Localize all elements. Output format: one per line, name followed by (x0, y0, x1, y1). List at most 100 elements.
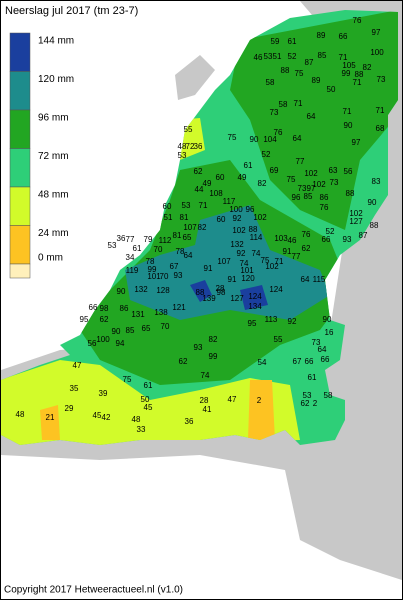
station-value: 119 (126, 266, 139, 275)
neighbour-land (175, 55, 215, 100)
station-value: 77 (296, 157, 305, 166)
station-value: 107 (217, 257, 231, 266)
station-value: 69 (270, 166, 279, 175)
station-value: 21 (46, 413, 55, 422)
station-value: 72 (186, 142, 195, 151)
zone-24 (248, 380, 275, 440)
station-value: 90 (112, 327, 121, 336)
station-value: 98 (217, 288, 226, 297)
station-value: 50 (327, 85, 336, 94)
station-value: 66 (322, 235, 331, 244)
station-value: 85 (126, 326, 135, 335)
station-value: 99 (148, 265, 157, 274)
station-value: 58 (324, 391, 333, 400)
station-value: 52 (288, 52, 297, 61)
station-value: 28 (216, 284, 225, 293)
station-value: 54 (258, 358, 267, 367)
station-value: 73 (377, 75, 386, 84)
legend-swatch (9, 71, 31, 111)
copyright: Copyright 2017 Hetweeractueel.nl (v1.0) (4, 585, 183, 596)
station-value: 53 (264, 52, 273, 61)
station-value: 88 (281, 66, 290, 75)
station-value: 77 (292, 252, 301, 261)
station-value: 88 (370, 221, 379, 230)
station-value: 66 (339, 32, 348, 41)
station-value: 131 (131, 310, 145, 319)
station-value: 50 (141, 395, 150, 404)
station-value: 76 (302, 230, 311, 239)
station-value: 102 (253, 213, 267, 222)
station-value: 33 (137, 425, 146, 434)
station-value: 100 (370, 48, 384, 57)
legend-label: 120 mm (38, 74, 74, 85)
station-value: 66 (305, 357, 314, 366)
station-value: 75 (295, 69, 304, 78)
station-value: 76 (274, 128, 283, 137)
station-value: 68 (376, 124, 385, 133)
zone-24 (40, 405, 60, 440)
station-value: 28 (200, 396, 209, 405)
station-value: 75 (287, 175, 296, 184)
station-value: 78 (176, 247, 185, 256)
station-value: 83 (372, 177, 381, 186)
station-value: 67 (293, 357, 302, 366)
legend-swatch (9, 32, 31, 72)
station-value: 102 (312, 180, 326, 189)
station-value: 58 (279, 100, 288, 109)
station-value: 93 (174, 271, 183, 280)
station-value: 117 (223, 197, 236, 206)
station-value: 56 (344, 167, 353, 176)
station-value: 95 (248, 319, 257, 328)
station-value: 132 (230, 240, 244, 249)
station-value: 52 (262, 150, 271, 159)
station-value: 100 (96, 335, 110, 344)
station-value: 96 (292, 193, 301, 202)
station-value: 93 (194, 343, 203, 352)
station-value: 71 (275, 257, 284, 266)
station-value: 76 (320, 203, 329, 212)
station-value: 47 (73, 361, 82, 370)
station-value: 88 (355, 70, 364, 79)
station-value: 74 (252, 249, 261, 258)
legend-swatch (9, 186, 31, 226)
station-value: 107 (183, 223, 197, 232)
station-value: 16 (325, 328, 334, 337)
station-value: 70 (160, 272, 169, 281)
station-value: 46 (254, 53, 263, 62)
station-value: 76 (353, 16, 362, 25)
station-value: 85 (318, 51, 327, 60)
station-value: 128 (156, 286, 170, 295)
station-value: 49 (203, 179, 212, 188)
station-value: 98 (100, 304, 109, 313)
station-value: 64 (184, 251, 193, 260)
station-value: 90 (344, 121, 353, 130)
station-value: 97 (372, 28, 381, 37)
station-value: 45 (93, 411, 102, 420)
station-value: 70 (154, 245, 163, 254)
station-value: 105 (342, 61, 356, 70)
station-value: 61 (288, 37, 297, 46)
zone-48 (1, 360, 300, 445)
legend-swatch (9, 148, 31, 188)
station-value: 78 (146, 257, 155, 266)
station-value: 138 (154, 308, 168, 317)
station-value: 89 (312, 76, 321, 85)
legend-label: 0 mm (38, 253, 63, 264)
station-value: 63 (329, 166, 338, 175)
station-value: 66 (89, 303, 98, 312)
station-value: 29 (65, 404, 74, 413)
station-value: 112 (159, 236, 172, 245)
station-value: 64 (307, 112, 316, 121)
station-value: 93 (343, 235, 352, 244)
station-value: 86 (120, 304, 129, 313)
station-value: 71 (343, 107, 352, 116)
station-value: 64 (293, 134, 302, 143)
station-value: 120 (241, 274, 255, 283)
station-value: 73 (330, 178, 339, 187)
station-value: 41 (203, 405, 212, 414)
station-value: 82 (258, 179, 267, 188)
station-value: 97 (352, 138, 361, 147)
station-value: 88 (346, 189, 355, 198)
station-value: 61 (133, 244, 142, 253)
station-value: 102 (349, 209, 363, 218)
